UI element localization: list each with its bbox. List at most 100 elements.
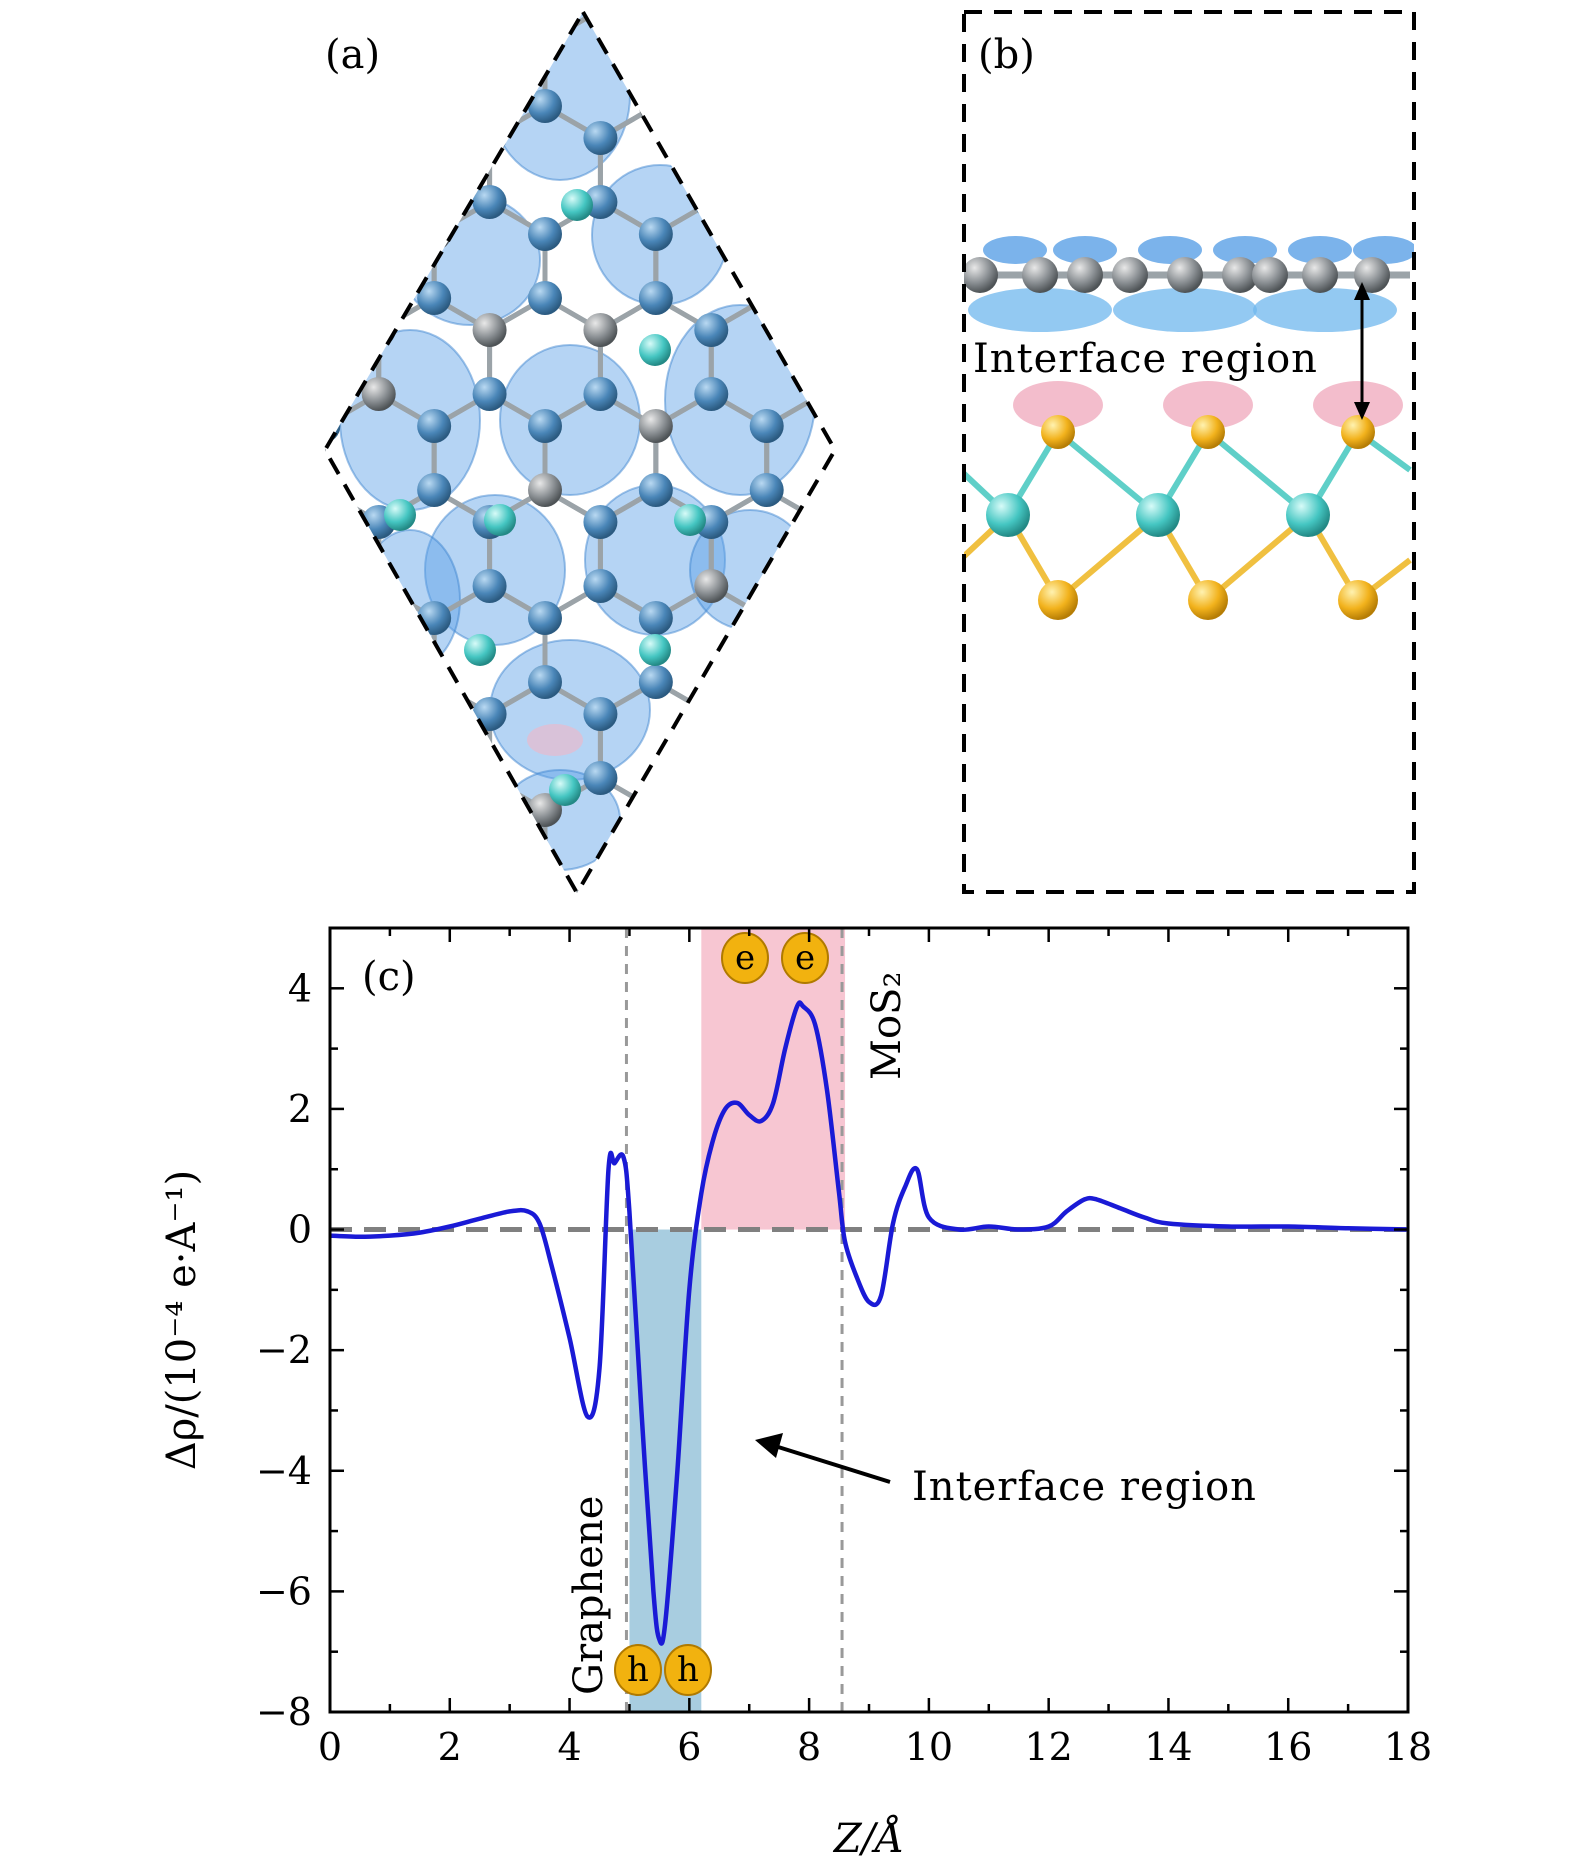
carbon-atom [638,409,673,443]
c-c-bond [157,490,212,522]
carbon-atom [639,1049,673,1083]
c-c-bond [268,1258,323,1290]
c-c-bond [988,970,1043,1002]
carbon-atom [325,665,341,699]
c-c-bond [212,490,267,522]
c-c-bond [434,1162,489,1194]
y-axis-ticks: 4 2 0 −2 −4 −6 −8 [256,926,1408,1734]
c-c-bond [765,583,824,621]
carbon-atom [528,473,562,507]
panel-b-interface-label: Interface region [973,336,1318,382]
carbon-atom [85,857,119,891]
c-c-bond [654,871,713,893]
c-c-bond [654,775,713,813]
c-c-bond [933,490,988,522]
c-c-bond [878,202,933,234]
mo-atom [639,334,671,366]
c-c-bond [988,1258,1043,1290]
c-c-bond [157,298,212,330]
c-c-bond [379,1258,434,1290]
carbon-atom [916,1273,950,1307]
carbon-atom [473,953,507,987]
c-c-bond [933,586,988,618]
carbon-atom [528,793,562,827]
carbon-atom [251,377,285,411]
c-c-bond [102,106,157,138]
c-c-bond [434,1066,489,1098]
carbon-atom [251,697,285,731]
carbon-atom [805,569,835,603]
carbon-atom [251,0,285,27]
c-c-bond [102,586,157,618]
carbon-atom [1138,569,1172,603]
isosurface-blob [499,344,641,496]
carbon-atom [361,377,396,411]
y-tick-label: 4 [288,966,312,1010]
s-atom [1338,580,1378,620]
c-c-bond [268,106,323,138]
carbon-atom [473,1273,507,1307]
panel-b: (b) Interface region [962,10,1416,894]
c-c-bond [212,1066,267,1098]
c-c-bond [710,679,768,717]
carbon-atom [472,185,507,219]
c-c-bond [600,970,655,1002]
carbon-atom [417,89,452,123]
c-c-bond [543,871,602,893]
carbon-atom [472,569,507,603]
c-c-bond [212,1162,267,1194]
panel-b-structure [964,236,1414,620]
c-c-bond [933,586,988,618]
c-c-bond [212,874,267,906]
pink-isosurface [1163,381,1253,429]
carbon-atom [29,505,63,539]
carbon-atom [1193,665,1227,699]
c-c-bond [878,490,933,522]
c-c-bond [1044,682,1099,714]
c-c-bond [933,970,988,1002]
c-c-bond [377,103,436,141]
c-c-bond [212,106,267,138]
c-c-bond [268,490,323,522]
c-c-bond [933,1162,988,1194]
c-c-bond [157,778,212,810]
carbon-atom [140,121,174,155]
blue-isosurface-bottom [1253,288,1397,332]
c-c-bond [488,871,547,893]
c-c-bond [1099,1162,1154,1194]
c-c-bond [212,106,267,138]
c-c-bond [988,1162,1043,1194]
c-c-bond [933,970,988,1002]
c-c-bond [157,202,212,234]
carbon-atom [29,889,63,923]
x-axis-ticks: 0 2 4 6 8 10 12 14 16 18 [318,928,1432,1769]
c-c-bond [820,871,835,893]
c-c-bond [102,1162,157,1194]
carbon-atom [638,857,673,891]
carbon-atom [1193,473,1227,507]
graphene-atom [1022,257,1058,293]
c-c-bond [157,10,212,42]
carbon-atom [361,12,396,27]
c-c-bond [710,871,768,893]
c-c-bond [212,298,267,330]
c-c-bond [102,970,157,1002]
c-c-bond [268,874,323,906]
c-c-bond [878,10,933,42]
c-c-bond [654,103,713,141]
carbon-atom [417,1177,451,1211]
carbon-atom [638,25,673,59]
carbon-atom [528,409,562,443]
carbon-atom [1027,761,1061,795]
carbon-atom [362,1145,396,1179]
c-c-bond [46,106,101,138]
carbon-atom [85,217,119,251]
c-c-bond [432,775,491,813]
c-c-bond [157,586,212,618]
c-c-bond [268,394,323,426]
carbon-atom [638,601,673,635]
carbon-atom [528,1177,562,1211]
c-c-bond [820,775,835,813]
c-c-bond [377,199,436,237]
carbon-atom [140,185,174,219]
